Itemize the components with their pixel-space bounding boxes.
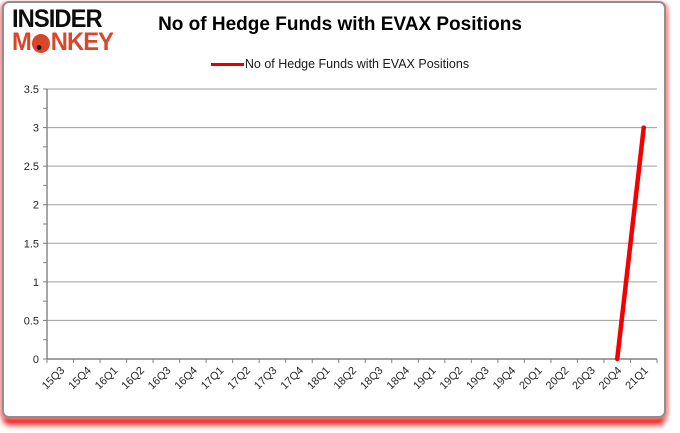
x-axis-label: 17Q4 <box>279 365 307 393</box>
x-axis-label: 21Q1 <box>623 365 651 393</box>
x-axis-label: 17Q2 <box>226 365 254 393</box>
x-axis-label: 18Q1 <box>305 365 333 393</box>
x-axis-label: 16Q2 <box>119 365 147 393</box>
chart-title: No of Hedge Funds with EVAX Positions <box>158 14 522 35</box>
x-axis-label: 18Q3 <box>358 365 386 393</box>
logo-monkey-m: M <box>12 28 32 56</box>
y-axis-label: 3 <box>33 123 39 135</box>
y-axis-label: 2.5 <box>24 161 39 173</box>
x-axis-label: 20Q1 <box>517 365 545 393</box>
y-axis-label: 0 <box>33 354 39 366</box>
chart-legend: No of Hedge Funds with EVAX Positions <box>0 57 680 71</box>
legend-line-marker <box>210 62 244 66</box>
x-axis-label: 16Q4 <box>172 365 200 393</box>
x-axis-label: 16Q1 <box>93 365 121 393</box>
x-axis-label: 20Q3 <box>570 365 598 393</box>
x-axis-label: 20Q2 <box>544 365 572 393</box>
y-axis-label: 1 <box>33 277 39 289</box>
logo-monkey-nkey: NKEY <box>50 28 114 56</box>
x-axis-label: 16Q3 <box>146 365 174 393</box>
x-axis-label: 19Q4 <box>491 365 519 393</box>
logo-text-insider: INSIDER <box>12 5 103 33</box>
x-axis-label: 18Q2 <box>332 365 360 393</box>
y-axis-label: 1.5 <box>24 238 39 250</box>
y-axis-label: 2 <box>33 200 39 212</box>
x-axis-label: 19Q1 <box>411 365 439 393</box>
x-axis-label: 20Q4 <box>597 365 625 393</box>
x-axis-label: 18Q4 <box>385 365 413 393</box>
x-axis-label: 15Q4 <box>66 365 94 393</box>
logo-text-monkey: M NKEY <box>12 28 114 56</box>
x-axis-label: 17Q3 <box>252 365 280 393</box>
monkey-head-icon <box>31 34 50 53</box>
series-line <box>614 125 646 362</box>
monkey-eye-dot <box>36 45 42 50</box>
y-axis-label: 0.5 <box>24 315 39 327</box>
x-axis-label: 19Q3 <box>464 365 492 393</box>
insider-monkey-logo: INSIDER M NKEY <box>12 5 114 56</box>
x-axis-label: 17Q1 <box>199 365 227 393</box>
x-axis-label: 15Q3 <box>40 365 68 393</box>
x-axis-label: 19Q2 <box>438 365 466 393</box>
y-axis-label: 3.5 <box>24 84 39 96</box>
chart-frame <box>2 1 666 418</box>
legend-label: No of Hedge Funds with EVAX Positions <box>244 57 470 71</box>
